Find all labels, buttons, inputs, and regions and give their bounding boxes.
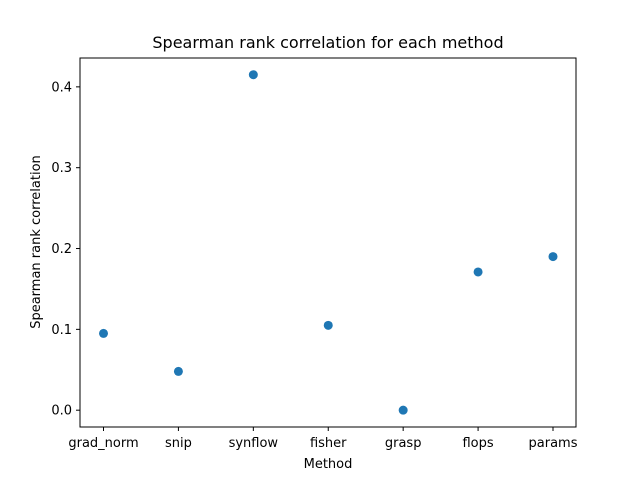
x-tick-label: params xyxy=(529,436,578,451)
data-point-fisher xyxy=(323,320,333,330)
data-point-synflow xyxy=(248,70,258,80)
y-tick-label: 0.4 xyxy=(51,80,72,95)
x-tick-label: synflow xyxy=(229,436,279,451)
x-tick-label: fisher xyxy=(310,436,347,451)
data-points xyxy=(99,70,558,415)
data-point-grasp xyxy=(398,405,408,415)
x-tick-label: grasp xyxy=(385,436,422,451)
x-tick-label: grad_norm xyxy=(68,436,138,451)
y-axis: 0.0 0.1 0.2 0.3 0.4 xyxy=(51,80,80,419)
y-tick-label: 0.0 xyxy=(51,404,72,419)
chart-title: Spearman rank correlation for each metho… xyxy=(152,33,503,52)
x-tick-label: snip xyxy=(165,436,192,451)
y-axis-label: Spearman rank correlation xyxy=(29,155,44,329)
data-point-flops xyxy=(473,267,483,277)
data-point-grad_norm xyxy=(99,328,108,338)
x-axis-label: Method xyxy=(304,457,353,472)
data-point-snip xyxy=(173,366,183,376)
x-tick-label: flops xyxy=(462,436,493,451)
data-point-params xyxy=(548,252,558,262)
y-tick-label: 0.3 xyxy=(51,161,72,176)
x-axis: grad_norm snip synflow fisher grasp flops para… xyxy=(68,427,578,451)
y-tick-label: 0.1 xyxy=(51,323,72,338)
y-tick-label: 0.2 xyxy=(51,242,72,257)
